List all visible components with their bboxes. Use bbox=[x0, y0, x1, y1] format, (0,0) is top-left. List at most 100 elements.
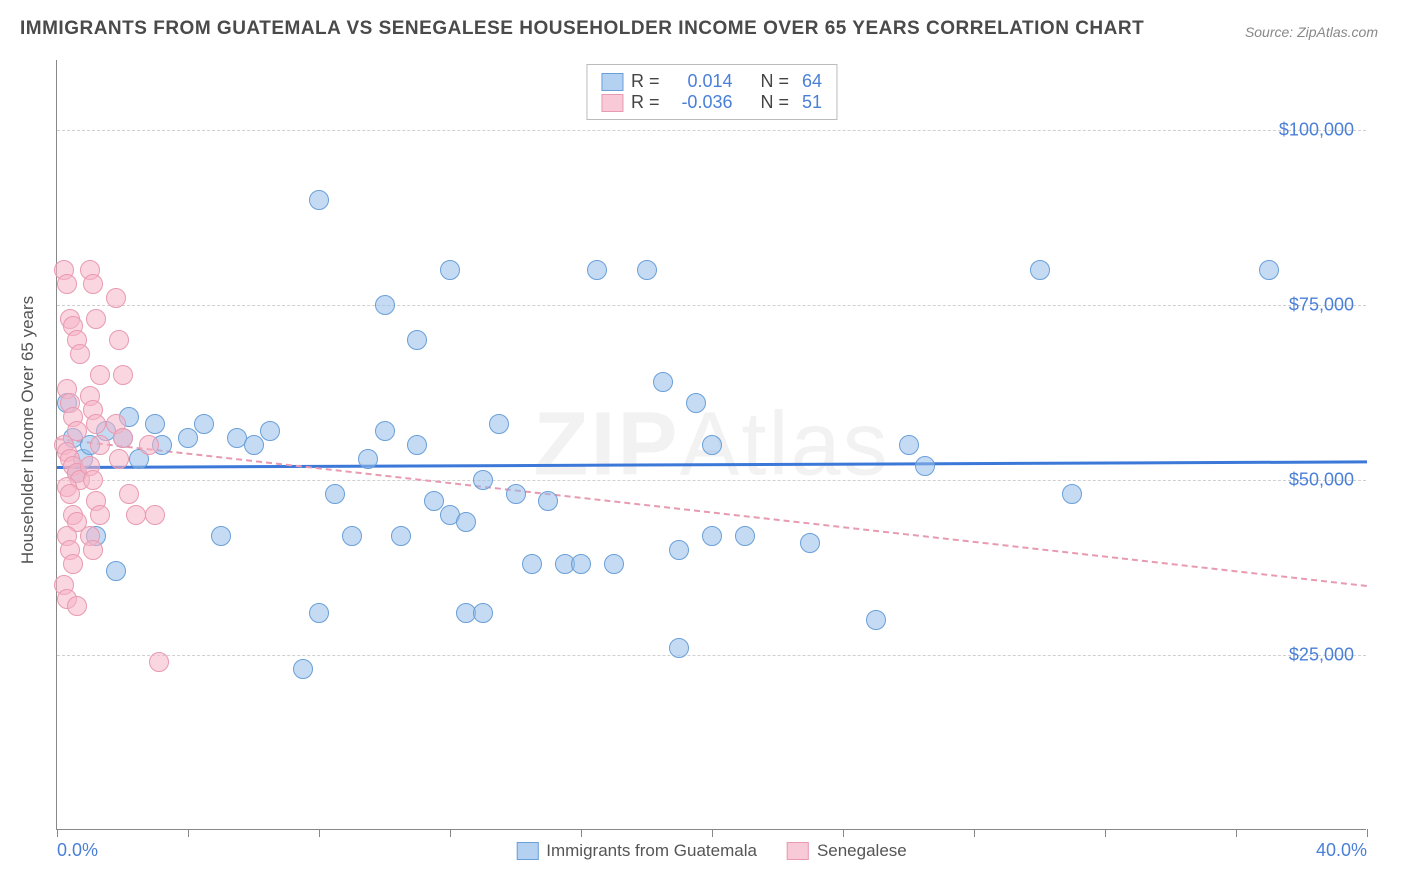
gridline bbox=[57, 655, 1366, 656]
y-tick-label: $75,000 bbox=[1289, 295, 1354, 316]
data-point-blue bbox=[489, 414, 509, 434]
data-point-blue bbox=[473, 470, 493, 490]
n-label: N = bbox=[760, 71, 794, 92]
series-legend: Immigrants from Guatemala Senegalese bbox=[516, 841, 907, 861]
data-point-pink bbox=[106, 288, 126, 308]
r-label: R = bbox=[631, 92, 665, 113]
n-value-blue: 64 bbox=[802, 71, 822, 92]
x-tick bbox=[319, 829, 320, 837]
data-point-blue bbox=[506, 484, 526, 504]
source-value: ZipAtlas.com bbox=[1297, 24, 1378, 40]
data-point-blue bbox=[358, 449, 378, 469]
data-point-pink bbox=[90, 435, 110, 455]
x-tick bbox=[188, 829, 189, 837]
data-point-pink bbox=[83, 540, 103, 560]
legend-item-pink: Senegalese bbox=[787, 841, 907, 861]
data-point-blue bbox=[194, 414, 214, 434]
data-point-blue bbox=[1030, 260, 1050, 280]
watermark-bold: ZIP bbox=[533, 394, 679, 494]
data-point-pink bbox=[70, 344, 90, 364]
data-point-blue bbox=[702, 435, 722, 455]
data-point-pink bbox=[126, 505, 146, 525]
data-point-pink bbox=[67, 596, 87, 616]
n-label: N = bbox=[760, 92, 794, 113]
data-point-blue bbox=[669, 540, 689, 560]
r-value-blue: 0.014 bbox=[672, 71, 732, 92]
y-tick-label: $25,000 bbox=[1289, 645, 1354, 666]
data-point-blue bbox=[178, 428, 198, 448]
data-point-blue bbox=[424, 491, 444, 511]
data-point-blue bbox=[211, 526, 231, 546]
data-point-blue bbox=[735, 526, 755, 546]
data-point-blue bbox=[866, 610, 886, 630]
data-point-blue bbox=[293, 659, 313, 679]
data-point-blue bbox=[653, 372, 673, 392]
legend-row-pink: R = -0.036 N = 51 bbox=[601, 92, 822, 113]
data-point-pink bbox=[113, 428, 133, 448]
y-tick-label: $50,000 bbox=[1289, 470, 1354, 491]
data-point-pink bbox=[60, 484, 80, 504]
data-point-blue bbox=[686, 393, 706, 413]
data-point-blue bbox=[407, 435, 427, 455]
x-tick-label: 40.0% bbox=[1316, 840, 1367, 861]
x-tick bbox=[712, 829, 713, 837]
data-point-blue bbox=[456, 512, 476, 532]
data-point-blue bbox=[604, 554, 624, 574]
data-point-pink bbox=[83, 274, 103, 294]
data-point-pink bbox=[90, 365, 110, 385]
r-label: R = bbox=[631, 71, 665, 92]
data-point-pink bbox=[119, 484, 139, 504]
data-point-blue bbox=[915, 456, 935, 476]
swatch-blue bbox=[516, 842, 538, 860]
data-point-blue bbox=[473, 603, 493, 623]
data-point-blue bbox=[391, 526, 411, 546]
data-point-pink bbox=[139, 435, 159, 455]
scatter-plot: ZIPAtlas R = 0.014 N = 64 R = -0.036 N =… bbox=[56, 60, 1366, 830]
data-point-pink bbox=[63, 554, 83, 574]
data-point-blue bbox=[1062, 484, 1082, 504]
data-point-blue bbox=[309, 603, 329, 623]
data-point-pink bbox=[109, 330, 129, 350]
data-point-blue bbox=[342, 526, 362, 546]
chart-title: IMMIGRANTS FROM GUATEMALA VS SENEGALESE … bbox=[20, 18, 1144, 40]
data-point-pink bbox=[86, 414, 106, 434]
legend-row-blue: R = 0.014 N = 64 bbox=[601, 71, 822, 92]
x-tick bbox=[843, 829, 844, 837]
swatch-pink bbox=[601, 94, 623, 112]
x-tick bbox=[581, 829, 582, 837]
legend-label-pink: Senegalese bbox=[817, 841, 907, 861]
data-point-blue bbox=[260, 421, 280, 441]
data-point-pink bbox=[113, 365, 133, 385]
r-value-pink: -0.036 bbox=[672, 92, 732, 113]
data-point-blue bbox=[325, 484, 345, 504]
data-point-blue bbox=[375, 421, 395, 441]
data-point-blue bbox=[145, 414, 165, 434]
data-point-pink bbox=[145, 505, 165, 525]
x-tick bbox=[974, 829, 975, 837]
legend-label-blue: Immigrants from Guatemala bbox=[546, 841, 757, 861]
data-point-pink bbox=[86, 309, 106, 329]
x-tick bbox=[1105, 829, 1106, 837]
swatch-blue bbox=[601, 73, 623, 91]
data-point-blue bbox=[522, 554, 542, 574]
x-tick bbox=[450, 829, 451, 837]
data-point-pink bbox=[90, 505, 110, 525]
data-point-blue bbox=[244, 435, 264, 455]
source-label: Source: bbox=[1245, 24, 1297, 40]
data-point-blue bbox=[800, 533, 820, 553]
data-point-blue bbox=[702, 526, 722, 546]
data-point-blue bbox=[637, 260, 657, 280]
chart-source: Source: ZipAtlas.com bbox=[1245, 24, 1378, 40]
n-value-pink: 51 bbox=[802, 92, 822, 113]
data-point-blue bbox=[309, 190, 329, 210]
y-tick-label: $100,000 bbox=[1279, 120, 1354, 141]
correlation-legend: R = 0.014 N = 64 R = -0.036 N = 51 bbox=[586, 64, 837, 120]
data-point-blue bbox=[440, 260, 460, 280]
data-point-blue bbox=[375, 295, 395, 315]
data-point-pink bbox=[149, 652, 169, 672]
y-axis-label: Householder Income Over 65 years bbox=[18, 296, 38, 564]
legend-item-blue: Immigrants from Guatemala bbox=[516, 841, 757, 861]
data-point-pink bbox=[109, 449, 129, 469]
data-point-blue bbox=[1259, 260, 1279, 280]
data-point-blue bbox=[538, 491, 558, 511]
